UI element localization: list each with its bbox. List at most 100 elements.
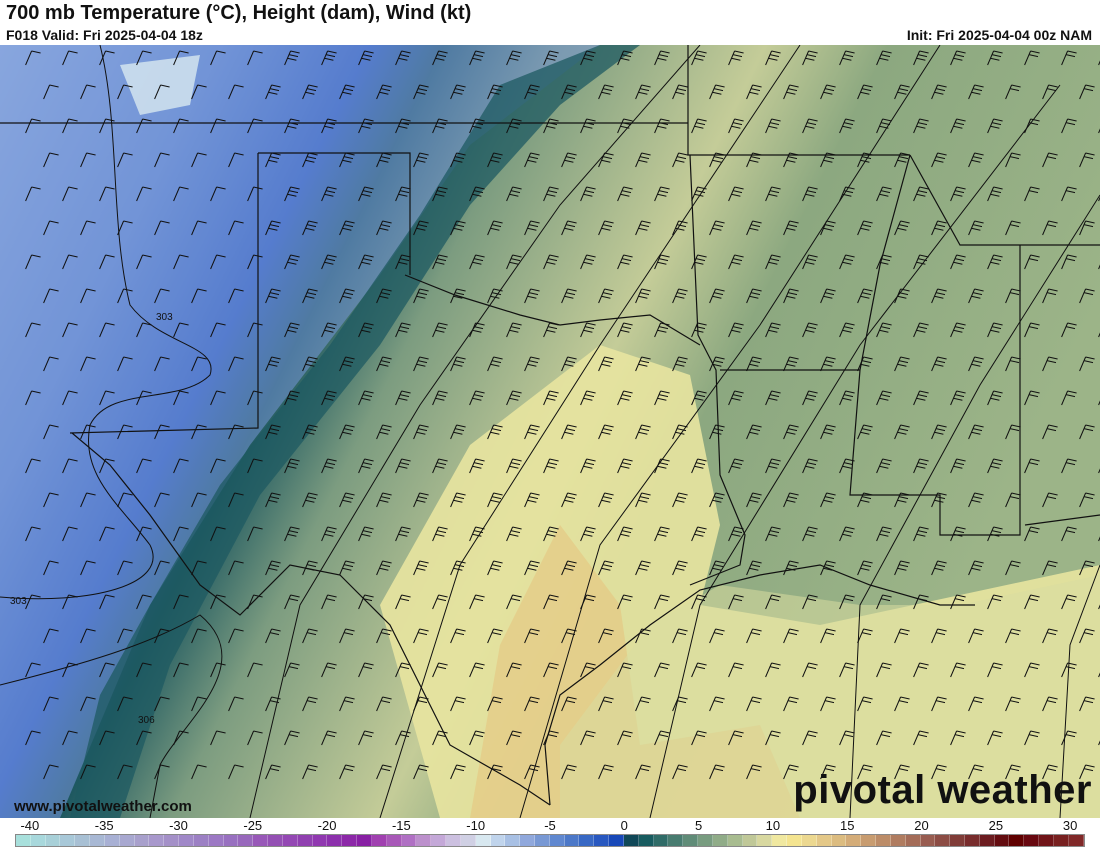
wind-barb [1024,594,1040,610]
colorbar-swatch [994,835,1010,846]
wind-barb [62,186,78,202]
wind-barb [43,560,59,576]
wind-barb [469,594,485,610]
wind-barb [62,526,78,542]
wind-barb [802,50,818,66]
wind-barb [413,84,429,100]
wind-barb [136,390,152,406]
wind-barb [99,322,115,338]
colorbar-swatch [268,835,283,846]
colorbar-swatch [876,835,891,846]
wind-barb [709,84,725,100]
wind-barb [950,50,966,66]
wind-barb [524,84,540,100]
wind-barb [154,628,170,644]
wind-barb [876,322,892,338]
wind-barb [746,696,762,712]
wind-barb [894,696,910,712]
wind-barb [543,390,559,406]
wind-barb [1042,152,1058,168]
weather-map: 303 303 306 [0,45,1100,818]
wind-barb [99,118,115,134]
wind-barb [524,764,540,780]
wind-barb [376,492,392,508]
wind-barb [987,186,1003,202]
wind-barb [25,662,41,678]
wind-barb [80,152,96,168]
wind-barb [80,560,96,576]
wind-barb [62,458,78,474]
wind-barb [62,254,78,270]
wind-barb [543,322,559,338]
wind-barb [1024,254,1040,270]
init-time: Init: Fri 2025-04-04 00z NAM [906,27,1092,43]
wind-barb [1079,628,1095,644]
wind-barb [820,492,836,508]
wind-barb [728,50,744,66]
colorbar-swatch [609,835,624,846]
wind-barb [950,594,966,610]
wind-barb [672,152,688,168]
wind-barb [62,594,78,610]
wind-barb [80,220,96,236]
wind-barb [136,50,152,66]
colorbar-swatch [1053,835,1069,846]
wind-barb [228,560,244,576]
wind-barb [524,560,540,576]
wind-barb [80,696,96,712]
wind-barb [43,288,59,304]
wind-barb [654,186,670,202]
wind-barb [783,84,799,100]
wind-barb [376,152,392,168]
wind-barb [228,696,244,712]
wind-barb [580,322,596,338]
wind-barb [25,594,41,610]
wind-barb [487,560,503,576]
wind-barb [802,322,818,338]
colorbar-tick-label: 0 [620,818,628,833]
colorbar-swatch [757,835,773,846]
wind-barb [561,84,577,100]
wind-barb [469,254,485,270]
wind-barb [672,424,688,440]
wind-barb [506,322,522,338]
wind-barb [913,50,929,66]
wind-barb [635,152,651,168]
wind-barb [80,492,96,508]
wind-barb [820,356,836,372]
wind-barb [321,526,337,542]
wind-barb [580,730,596,746]
wind-barb [1024,322,1040,338]
wind-barb [561,356,577,372]
wind-barb [728,662,744,678]
wind-barb [654,594,670,610]
wind-barb [802,118,818,134]
wind-barb [1079,424,1095,440]
wind-barb [654,390,670,406]
colorbar-swatch [801,835,817,846]
wind-barb [302,84,318,100]
wind-barb [99,50,115,66]
wind-barb [136,594,152,610]
wind-barb [506,254,522,270]
wind-barb [395,322,411,338]
wind-barb [876,730,892,746]
wind-barb [247,50,263,66]
wind-barb [931,356,947,372]
wind-barb [672,84,688,100]
wind-barb [432,186,448,202]
wind-barb [228,152,244,168]
wind-barb [857,560,873,576]
wind-barb [598,764,614,780]
colorbar-tick-label: -20 [317,818,337,833]
wind-barb [99,594,115,610]
wind-barb [487,152,503,168]
wind-barb [173,118,189,134]
wind-barb [1024,390,1040,406]
wind-barb [339,424,355,440]
wind-barb [894,84,910,100]
wind-barb [265,152,281,168]
colorbar-swatch [1009,835,1025,846]
wind-barb [136,254,152,270]
colorbar-swatch [727,835,743,846]
